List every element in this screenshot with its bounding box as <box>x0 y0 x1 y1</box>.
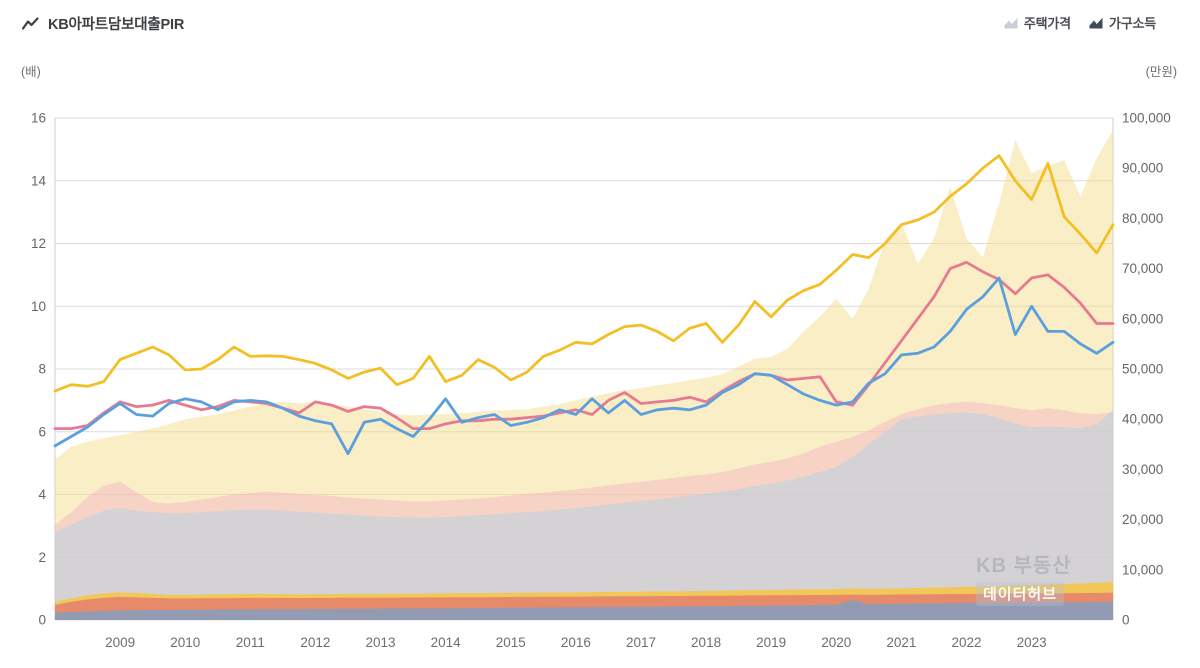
right-axis-tick: 50,000 <box>1122 362 1163 377</box>
legend-item-household-income[interactable]: 가구소득 <box>1089 13 1156 32</box>
left-axis-tick: 6 <box>38 424 46 439</box>
right-axis-unit: (만원) <box>1145 65 1177 79</box>
x-axis-tick: 2020 <box>821 635 851 650</box>
page-title: KB아파트담보대출PIR <box>48 17 185 33</box>
left-axis-tick: 4 <box>38 487 46 502</box>
x-axis-tick: 2018 <box>691 635 721 650</box>
left-axis-tick: 2 <box>38 550 46 565</box>
legend: 주택가격 가구소득 <box>1004 13 1156 32</box>
right-axis-tick: 90,000 <box>1122 161 1163 176</box>
house-price-area-yellow <box>55 130 1113 620</box>
pir-line-yellow <box>53 154 1115 393</box>
left-axis-tick: 0 <box>38 613 46 628</box>
left-axis-tick: 16 <box>31 111 46 126</box>
x-axis-tick: 2014 <box>431 635 462 650</box>
household-income-area-dark <box>55 599 1113 620</box>
x-axis-tick: 2017 <box>626 635 656 650</box>
left-axis-unit: (배) <box>21 65 41 79</box>
x-axis-tick: 2022 <box>951 635 981 650</box>
x-axis-tick: 2023 <box>1017 635 1047 650</box>
legend-label: 주택가격 <box>1023 16 1071 31</box>
area-chart-icon <box>1004 17 1018 28</box>
pir-line-pink <box>53 260 1115 431</box>
area-chart-icon <box>1089 17 1103 28</box>
chart-title-group: KB아파트담보대출PIR <box>22 13 184 34</box>
x-axis-tick: 2021 <box>886 635 916 650</box>
right-axis-tick: 100,000 <box>1122 111 1171 126</box>
left-axis-tick: 12 <box>31 236 46 251</box>
x-axis-tick: 2015 <box>496 635 526 650</box>
right-axis-tick: 0 <box>1122 613 1130 628</box>
right-axis-tick: 20,000 <box>1122 512 1163 527</box>
legend-item-house-price[interactable]: 주택가격 <box>1004 13 1071 32</box>
right-axis-tick: 70,000 <box>1122 261 1163 276</box>
left-axis-tick: 14 <box>31 173 47 188</box>
right-axis-tick: 30,000 <box>1122 462 1163 477</box>
chart-header: KB아파트담보대출PIR 주택가격 가구소득 <box>0 0 1200 44</box>
house-price-area-blue <box>55 410 1113 620</box>
left-axis-tick: 10 <box>31 299 46 314</box>
pir-line-blue <box>53 276 1115 456</box>
x-axis-tick: 2012 <box>300 635 330 650</box>
line-chart-icon <box>22 16 39 30</box>
x-axis-tick: 2013 <box>366 635 396 650</box>
right-axis-tick: 60,000 <box>1122 311 1163 326</box>
right-axis-tick: 40,000 <box>1122 412 1163 427</box>
legend-label: 가구소득 <box>1108 16 1156 31</box>
x-axis-tick: 2016 <box>561 635 591 650</box>
x-axis-tick: 2010 <box>170 635 200 650</box>
house-price-area-pink <box>55 401 1113 620</box>
right-axis-tick: 80,000 <box>1122 211 1163 226</box>
right-axis-tick: 10,000 <box>1122 562 1163 577</box>
x-axis-tick: 2019 <box>756 635 786 650</box>
x-axis-tick: 2011 <box>236 635 265 650</box>
x-axis-tick: 2009 <box>105 635 135 650</box>
left-axis-tick: 8 <box>38 362 46 377</box>
